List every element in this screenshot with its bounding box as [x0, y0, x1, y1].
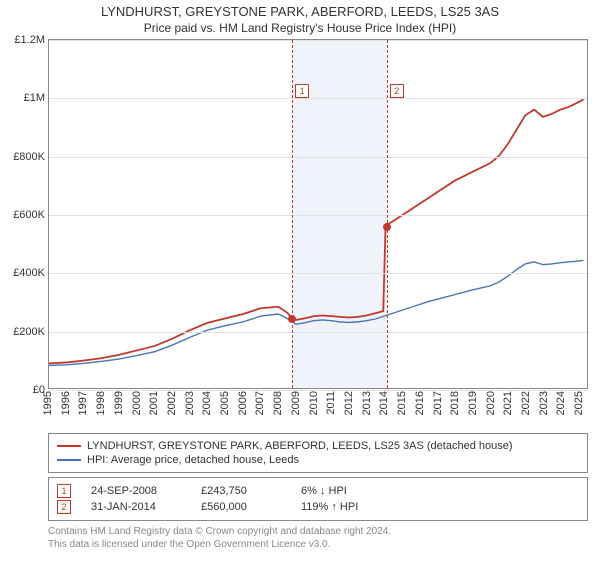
sale-events-box: 1 24-SEP-2008 £243,750 6% ↓ HPI 2 31-JAN…: [48, 477, 588, 521]
chart-title: LYNDHURST, GREYSTONE PARK, ABERFORD, LEE…: [0, 4, 600, 19]
x-tick-label: 2001: [148, 391, 160, 415]
y-tick-label: £600K: [5, 209, 49, 221]
event-date: 31-JAN-2014: [91, 501, 181, 513]
x-tick-label: 2005: [219, 391, 231, 415]
event-marker-icon: 1: [295, 84, 309, 98]
y-tick-label: £400K: [5, 267, 49, 279]
x-tick-label: 2017: [432, 391, 444, 415]
legend-swatch: [57, 445, 81, 447]
x-tick-label: 2016: [414, 391, 426, 415]
x-tick-label: 2020: [485, 391, 497, 415]
x-tick-label: 1995: [42, 391, 54, 415]
x-tick-label: 2019: [467, 391, 479, 415]
footer-line: Contains HM Land Registry data © Crown c…: [48, 525, 588, 538]
x-tick-label: 2021: [502, 391, 514, 415]
sale-event-row: 2 31-JAN-2014 £560,000 119% ↑ HPI: [57, 500, 579, 514]
x-tick-label: 2010: [308, 391, 320, 415]
x-tick-label: 2008: [272, 391, 284, 415]
event-delta: 119% ↑ HPI: [301, 501, 358, 513]
x-tick-label: 2023: [538, 391, 550, 415]
event-marker-icon: 1: [57, 484, 71, 498]
gridline: [49, 157, 587, 158]
x-tick-label: 2009: [290, 391, 302, 415]
x-tick-label: 2002: [166, 391, 178, 415]
gridline: [49, 98, 587, 99]
gridline: [49, 215, 587, 216]
legend-box: LYNDHURST, GREYSTONE PARK, ABERFORD, LEE…: [48, 433, 588, 473]
event-date: 24-SEP-2008: [91, 485, 181, 497]
series-line: [49, 260, 584, 365]
chart-plot-area: £0£200K£400K£600K£800K£1M£1.2M12: [48, 39, 588, 389]
event-vline: [292, 40, 293, 388]
legend-label: LYNDHURST, GREYSTONE PARK, ABERFORD, LEE…: [87, 440, 513, 452]
legend-label: HPI: Average price, detached house, Leed…: [87, 454, 299, 466]
x-tick-label: 2007: [254, 391, 266, 415]
chart-subtitle: Price paid vs. HM Land Registry's House …: [0, 21, 600, 35]
x-axis: 1995199619971998199920002001200220032004…: [48, 389, 588, 427]
event-delta: 6% ↓ HPI: [301, 485, 347, 497]
sale-dot-icon: [383, 223, 391, 231]
event-price: £243,750: [201, 485, 281, 497]
x-tick-label: 2024: [555, 391, 567, 415]
event-vline: [387, 40, 388, 388]
y-tick-label: £1M: [5, 92, 49, 104]
y-tick-label: £800K: [5, 151, 49, 163]
gridline: [49, 40, 587, 41]
event-price: £560,000: [201, 501, 281, 513]
sale-dot-icon: [288, 315, 296, 323]
x-tick-label: 2013: [361, 391, 373, 415]
x-tick-label: 2003: [184, 391, 196, 415]
legend-swatch: [57, 459, 81, 461]
x-tick-label: 1996: [60, 391, 72, 415]
legend-item: LYNDHURST, GREYSTONE PARK, ABERFORD, LEE…: [57, 440, 579, 452]
x-tick-label: 2022: [520, 391, 532, 415]
event-marker-icon: 2: [57, 500, 71, 514]
y-tick-label: £200K: [5, 326, 49, 338]
gridline: [49, 273, 587, 274]
x-tick-label: 1998: [95, 391, 107, 415]
x-tick-label: 2011: [325, 391, 337, 415]
footer-attribution: Contains HM Land Registry data © Crown c…: [48, 525, 588, 551]
x-tick-label: 2000: [131, 391, 143, 415]
x-tick-label: 2018: [449, 391, 461, 415]
series-line: [49, 99, 584, 363]
chart-svg: [49, 40, 587, 388]
x-tick-label: 2025: [573, 391, 585, 415]
y-tick-label: £1.2M: [5, 34, 49, 46]
x-tick-label: 2006: [237, 391, 249, 415]
x-tick-label: 2012: [343, 391, 355, 415]
x-tick-label: 1999: [113, 391, 125, 415]
sale-event-row: 1 24-SEP-2008 £243,750 6% ↓ HPI: [57, 484, 579, 498]
gridline: [49, 332, 587, 333]
footer-line: This data is licensed under the Open Gov…: [48, 538, 588, 551]
x-tick-label: 2014: [378, 391, 390, 415]
x-tick-label: 2004: [201, 391, 213, 415]
x-tick-label: 2015: [396, 391, 408, 415]
event-marker-icon: 2: [390, 84, 404, 98]
legend-item: HPI: Average price, detached house, Leed…: [57, 454, 579, 466]
x-tick-label: 1997: [77, 391, 89, 415]
